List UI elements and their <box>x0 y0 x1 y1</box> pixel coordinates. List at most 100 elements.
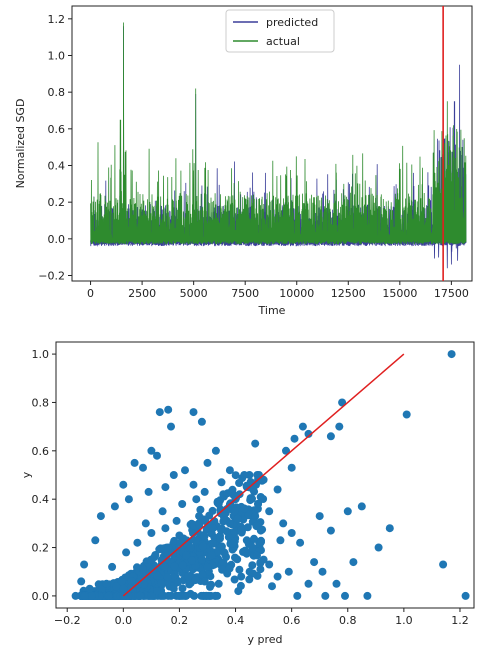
scatter-point <box>225 564 234 573</box>
scatter-point <box>170 562 179 571</box>
scatter-point <box>91 536 100 545</box>
scatter-point <box>200 531 209 540</box>
scatter-point <box>163 573 172 582</box>
scatter-point <box>155 408 164 417</box>
x-tick-label: 0.8 <box>339 614 357 627</box>
scatter-point <box>240 471 249 479</box>
scatter-point <box>71 591 80 600</box>
y-tick-label: 0.6 <box>32 445 50 458</box>
scatter-point <box>183 572 192 581</box>
scatter-ticks: −0.2 0.0 0.2 0.4 0.6 0.8 1.0 1.2 0.0 0.2 0.4 0.6 0.8… <box>20 348 469 646</box>
scatter-point <box>190 591 199 600</box>
scatter-point <box>223 504 232 513</box>
scatter-point <box>161 524 170 533</box>
y-axis-label: y <box>20 471 33 478</box>
scatter-point <box>119 584 128 593</box>
scatter-point <box>245 575 254 584</box>
scatter-point <box>203 458 212 467</box>
scatter-point <box>254 500 262 508</box>
scatter-point <box>335 422 344 431</box>
scatter-point <box>287 463 296 472</box>
scatter-point <box>153 451 161 460</box>
scatter-point <box>189 408 198 417</box>
scatter-point <box>240 504 249 513</box>
scatter-point <box>112 582 121 591</box>
scatter-point <box>197 555 206 564</box>
scatter-point <box>157 579 166 588</box>
scatter-point <box>326 432 335 441</box>
y-tick-label: 0.4 <box>32 493 50 506</box>
y-tick-label: 1.0 <box>48 50 66 63</box>
scatter-point <box>77 577 86 586</box>
scatter-point <box>268 582 276 591</box>
plot-frame <box>71 5 473 282</box>
scatter-point <box>287 529 296 537</box>
plot-frame <box>55 341 475 609</box>
scatter-point <box>104 591 113 600</box>
scatter-point <box>141 519 150 528</box>
scatter-point <box>182 551 191 560</box>
scatter-point <box>374 543 383 552</box>
scatter-point <box>97 585 106 594</box>
scatter-point <box>233 555 242 564</box>
scatter-point <box>158 507 167 516</box>
scatter-point <box>208 506 217 515</box>
scatter-point <box>385 524 394 533</box>
time-series-chart: 0 2500 5000 7500 10000 12500 15000 17500 −0.2 0.0… <box>14 5 473 317</box>
scatter-point <box>139 463 147 472</box>
scatter-point <box>214 500 223 508</box>
x-tick-label: 0.6 <box>283 614 301 627</box>
scatter-point <box>304 579 313 588</box>
scatter-point <box>304 429 313 438</box>
scatter-point <box>248 561 257 570</box>
x-tick-label: 15000 <box>382 287 417 300</box>
scatter-point <box>402 410 411 419</box>
scatter-point <box>243 523 252 532</box>
scatter-point <box>87 591 96 600</box>
scatter-point <box>248 543 257 552</box>
x-tick-label: 1.0 <box>395 614 413 627</box>
scatter-point <box>242 483 251 492</box>
scatter-point <box>363 591 372 600</box>
scatter-point <box>85 584 94 593</box>
scatter-point <box>265 560 274 569</box>
scatter-point <box>233 514 242 523</box>
x-tick-label: 0.0 <box>115 614 133 627</box>
scatter-point <box>139 565 147 574</box>
scatter-point <box>96 512 105 521</box>
scatter-point <box>439 560 448 569</box>
scatter-point <box>357 502 366 511</box>
scatter-point <box>256 565 265 574</box>
scatter-point <box>293 591 302 600</box>
x-tick-label: 7500 <box>231 287 259 300</box>
scatter-point <box>234 587 243 596</box>
scatter-point <box>216 534 224 543</box>
y-axis-label: Normalized SGD <box>14 99 27 189</box>
series-actual-line <box>90 22 467 245</box>
y-tick-label: 0.8 <box>48 86 66 99</box>
scatter-point <box>315 512 324 521</box>
scatter-point <box>257 538 265 547</box>
y-tick-label: 0.0 <box>48 233 66 246</box>
scatter-point <box>217 525 225 534</box>
scatter-point <box>176 538 184 547</box>
y-tick-label: 0.2 <box>32 542 50 555</box>
scatter-point <box>144 487 153 496</box>
scatter-point <box>253 551 261 560</box>
scatter-point <box>256 526 265 535</box>
x-tick-label: 17500 <box>434 287 469 300</box>
x-axis-label: y pred <box>247 633 282 646</box>
scatter-point <box>200 487 209 496</box>
scatter-point <box>110 502 119 511</box>
scatter-point <box>147 446 156 455</box>
scatter-point <box>259 475 268 484</box>
scatter-point <box>237 572 246 581</box>
scatter-point <box>187 556 196 565</box>
scatter-point <box>127 577 136 586</box>
scatter-point <box>223 489 232 498</box>
y-tick-label: 0.8 <box>32 396 50 409</box>
identity-line <box>122 353 405 597</box>
scatter-point <box>235 479 244 487</box>
scatter-point <box>245 567 254 576</box>
scatter-point <box>273 485 282 494</box>
